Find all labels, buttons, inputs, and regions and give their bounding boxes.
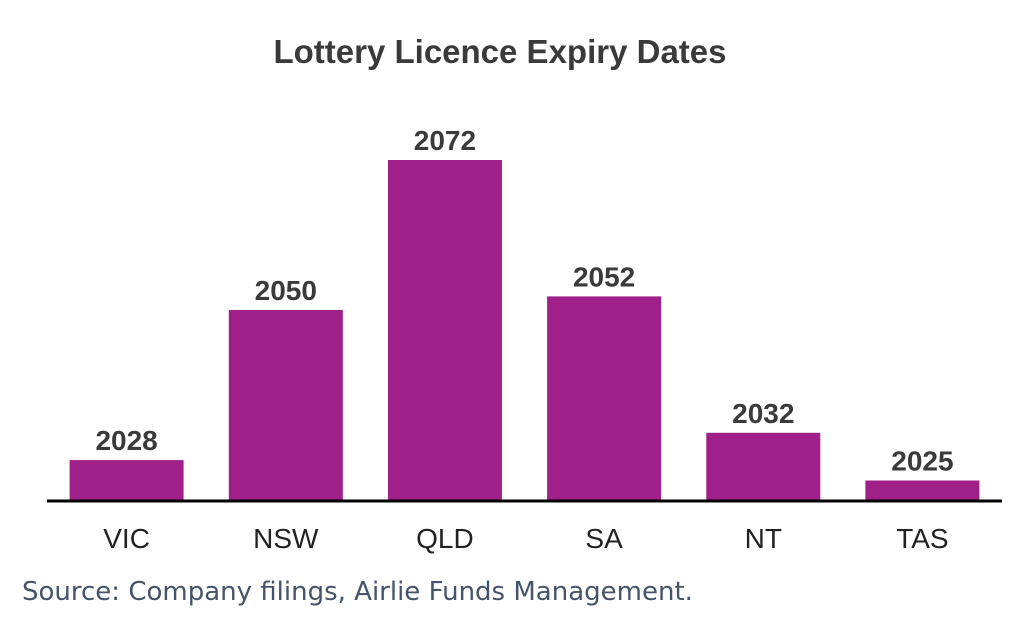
x-tick-label-vic: VIC	[103, 523, 150, 554]
bar-vic	[69, 460, 184, 501]
x-tick-label-qld: QLD	[416, 523, 474, 554]
x-tick-label-sa: SA	[585, 523, 623, 554]
chart-title: Lottery Licence Expiry Dates	[273, 33, 726, 70]
value-labels-group: 2028 2050 2072 2052 2032 2025	[95, 125, 953, 477]
value-label-vic: 2028	[95, 425, 157, 456]
bar-tas	[865, 480, 980, 501]
bar-nt	[706, 432, 821, 501]
bar-qld	[387, 160, 502, 501]
bars-group	[69, 160, 980, 501]
value-label-qld: 2072	[414, 125, 476, 156]
source-note: Source: Company filings, Airlie Funds Ma…	[22, 577, 693, 607]
bar-nsw	[228, 310, 343, 501]
bar-sa	[547, 296, 662, 501]
tick-labels-group: VIC NSW QLD SA NT TAS	[103, 523, 948, 554]
value-label-sa: 2052	[573, 261, 635, 292]
value-label-nt: 2032	[732, 398, 794, 429]
x-tick-label-tas: TAS	[896, 523, 948, 554]
x-tick-label-nsw: NSW	[253, 523, 319, 554]
value-label-nsw: 2050	[255, 275, 317, 306]
value-label-tas: 2025	[891, 446, 953, 477]
x-tick-label-nt: NT	[745, 523, 782, 554]
